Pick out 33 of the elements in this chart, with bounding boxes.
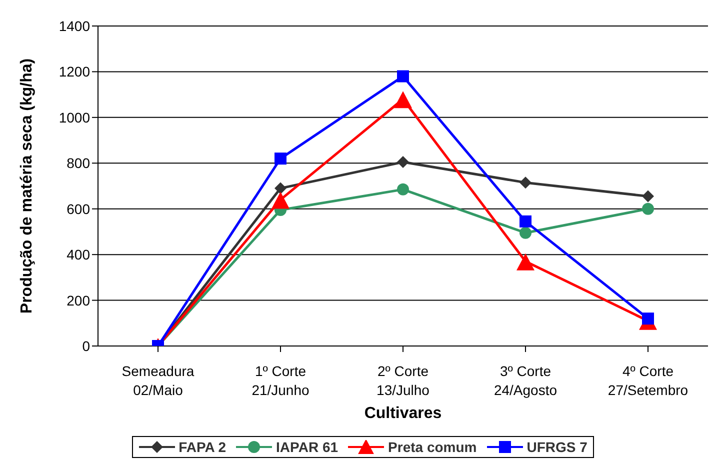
point [397,156,409,168]
y-tick-label: 600 [66,200,90,217]
point [272,192,290,209]
point [642,202,654,215]
y-tick-label: 0 [82,338,90,354]
point [520,215,532,228]
x-axis-title: Cultivares [364,405,442,422]
legend-label: UFRGS 7 [526,439,588,455]
x-tick-label: 3º Corte 24/Agosto [494,363,558,398]
y-tick-label: 1200 [58,64,90,80]
point [274,182,286,194]
y-tick-label: 800 [66,155,90,172]
point [394,91,412,108]
point [516,253,534,270]
point [642,190,654,202]
legend-label: Preta comum [387,439,477,455]
x-tick-label: 1º Corte 21/Junho [252,363,310,398]
x-tick-label: 2º Corte 13/Julho [376,363,430,398]
y-tick-label: 1000 [58,109,90,126]
y-tick-label: 400 [66,246,90,263]
point [642,312,654,325]
point [520,176,532,189]
legend-label: FAPA 2 [178,439,226,455]
y-tick-label: 200 [66,292,90,308]
legend-label: IAPAR 61 [275,439,338,455]
x-tick-label: 4º Corte 27/Setembro [608,363,688,398]
point [397,70,409,82]
point [397,183,409,196]
y-tick-label: 1400 [58,18,90,34]
point [274,152,286,165]
point [520,226,532,239]
x-tick-label: Semeadura 02/Maio [122,363,194,398]
y-axis-title: Produção de matéria seca (kg/ha) [18,58,36,314]
